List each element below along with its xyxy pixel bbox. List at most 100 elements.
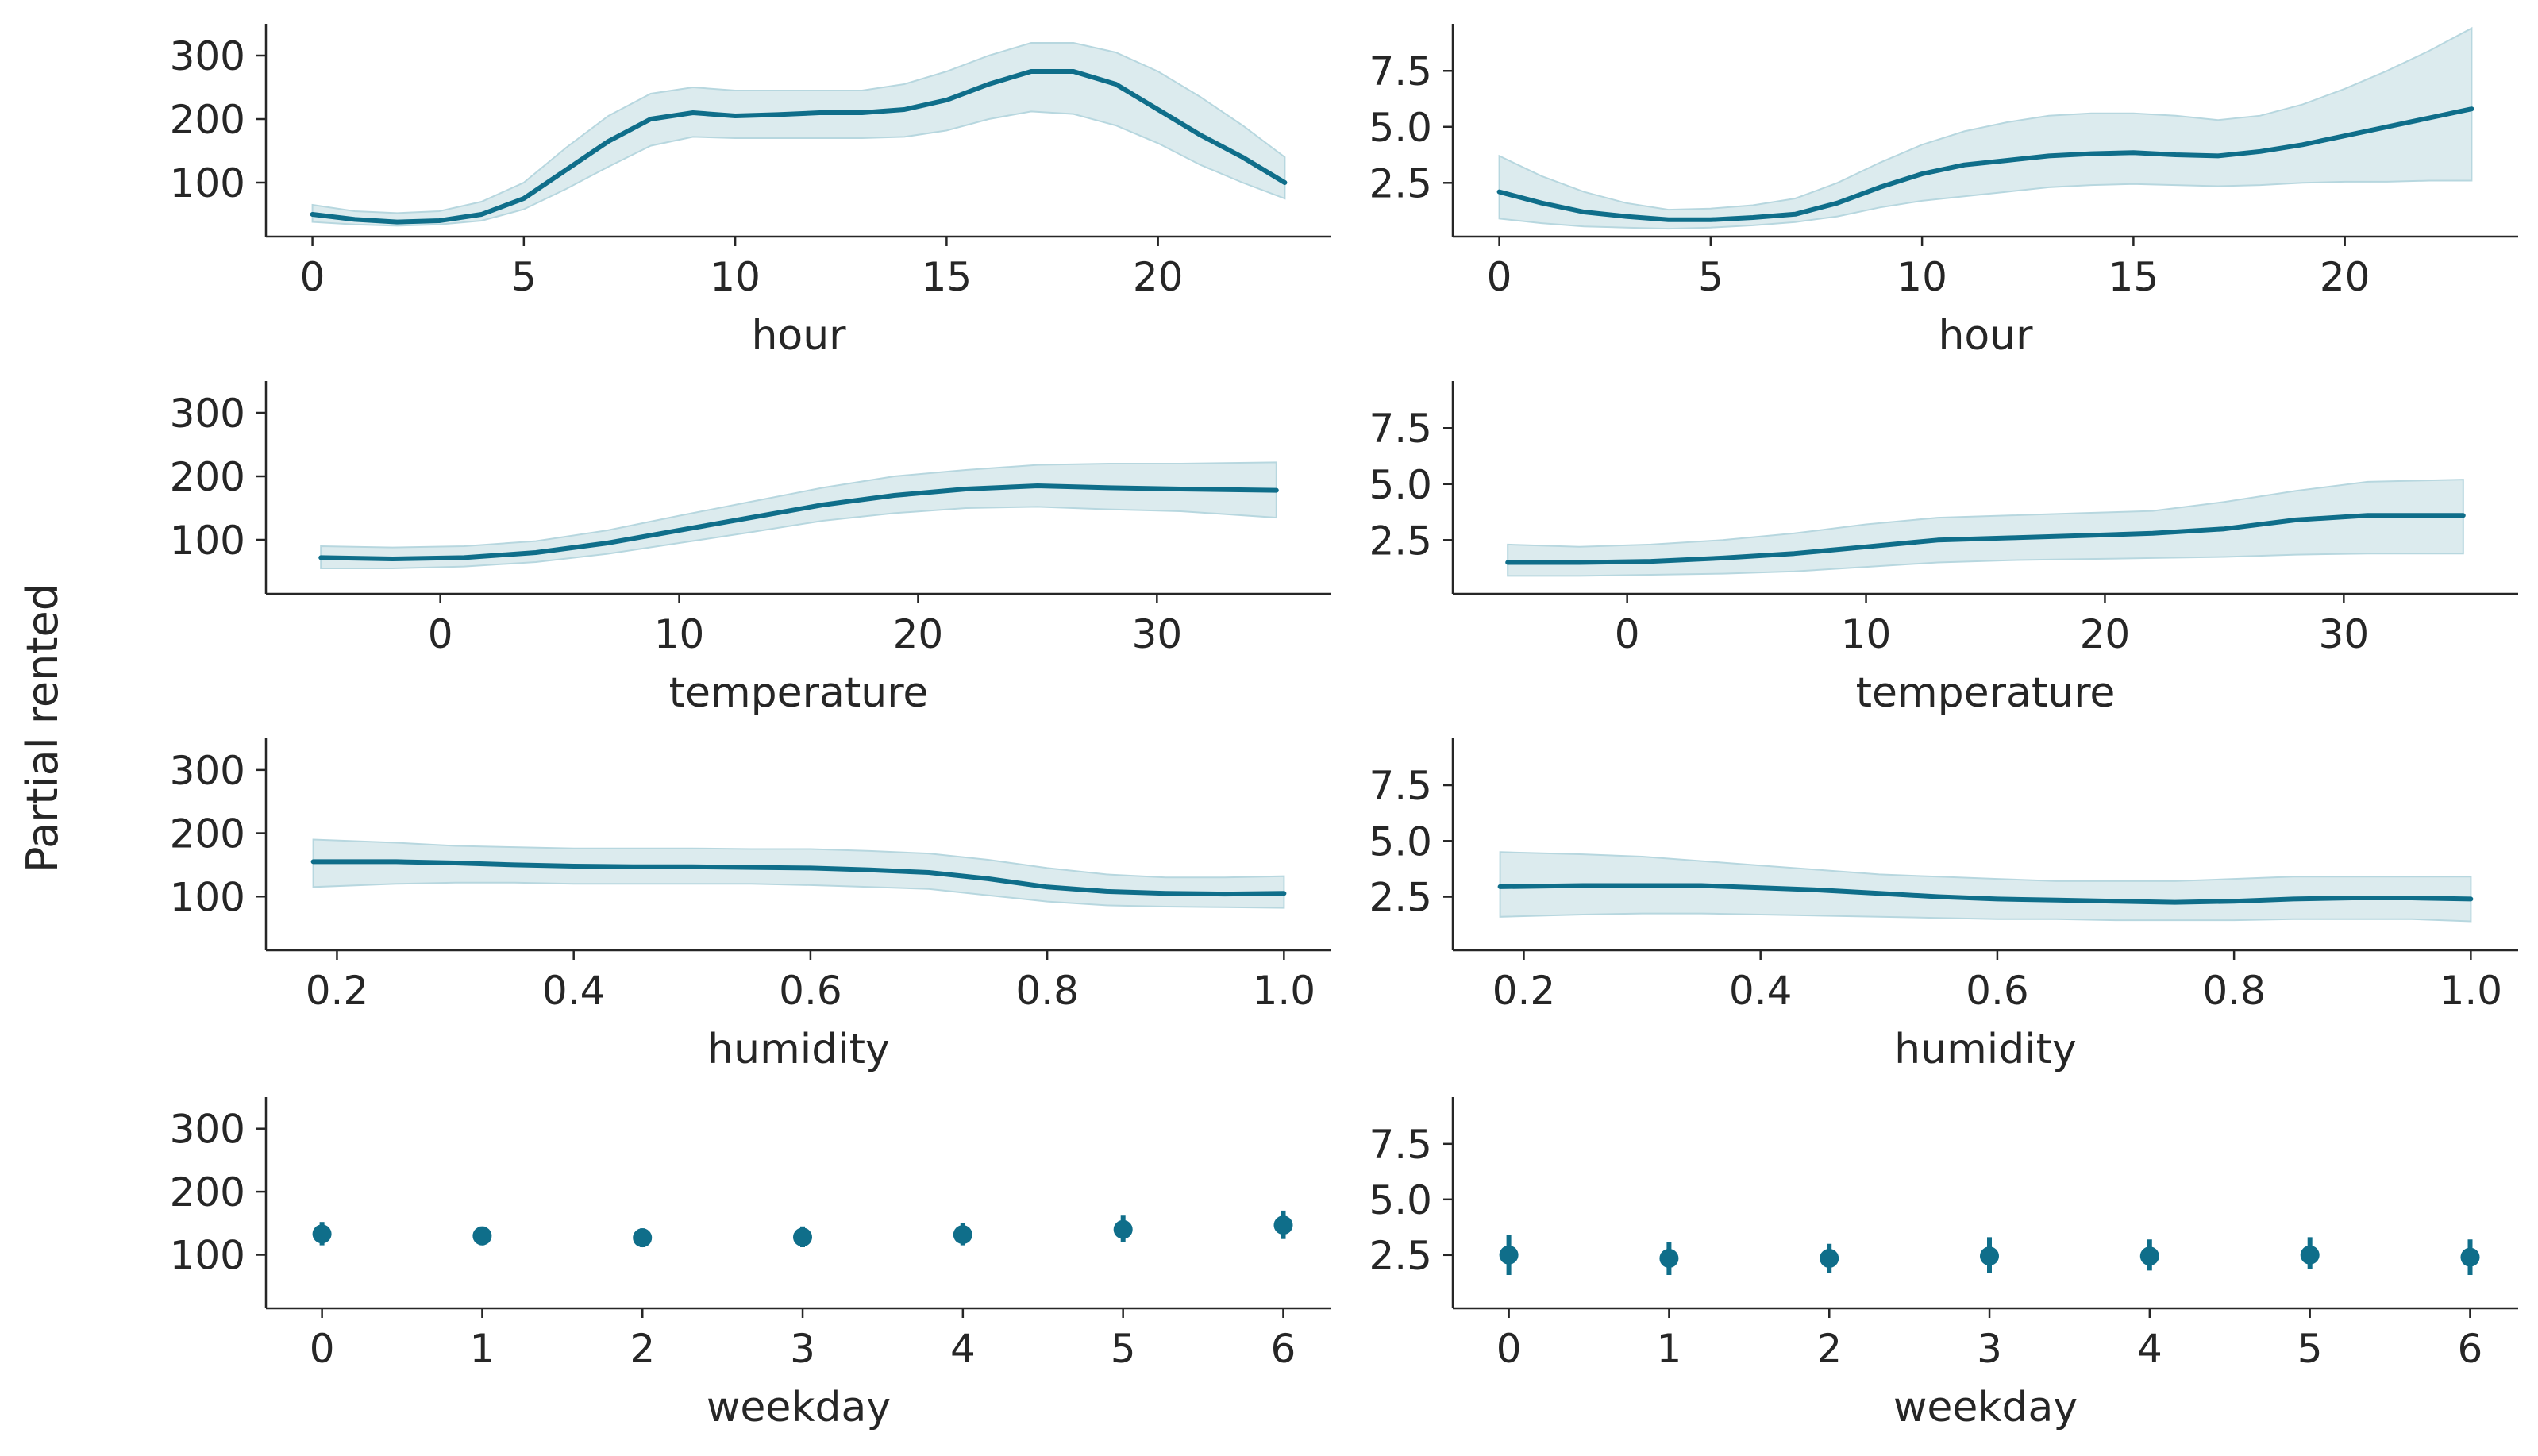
y-tick-label: 300 <box>170 33 245 79</box>
x-tick-label: 3 <box>1977 1326 2002 1372</box>
x-tick-label: 20 <box>2320 254 2370 300</box>
x-tick-label: 0.4 <box>1729 968 1793 1014</box>
x-tick-label: 5 <box>511 254 537 300</box>
x-tick-label: 6 <box>2458 1326 2483 1372</box>
data-point <box>1499 1245 1519 1265</box>
x-axis-label: weekday <box>707 1384 891 1431</box>
y-tick-label: 200 <box>170 1169 245 1215</box>
data-point <box>2139 1246 2159 1266</box>
x-axis-label: hour <box>751 312 846 360</box>
y-tick-label: 5.0 <box>1369 819 1432 865</box>
panel-hour-1: 0 5 10 15 20 100 200 300 hour <box>170 24 1331 360</box>
data-point <box>312 1224 332 1244</box>
y-tick-label: 5.0 <box>1369 105 1432 151</box>
mean-line <box>310 69 1288 225</box>
x-tick-label: 1 <box>470 1326 495 1372</box>
credible-band <box>312 838 1285 909</box>
credible-band <box>1499 851 2472 923</box>
credible-band <box>311 42 1286 227</box>
y-tick-label: 7.5 <box>1369 1122 1432 1168</box>
x-tick-label: 15 <box>922 254 972 300</box>
mean-line <box>1497 883 2474 905</box>
x-tick-label: 0.6 <box>779 968 842 1014</box>
figure-y-label: Partial rented <box>17 584 67 872</box>
x-tick-label: 1 <box>1657 1326 1682 1372</box>
y-tick-label: 100 <box>170 874 245 920</box>
y-tick-label: 300 <box>170 1107 245 1153</box>
x-tick-label: 2 <box>630 1326 655 1372</box>
y-tick-label: 7.5 <box>1369 406 1432 452</box>
data-point <box>1113 1219 1133 1239</box>
y-tick-label: 2.5 <box>1369 518 1432 564</box>
credible-band <box>1498 26 2473 230</box>
data-point <box>1659 1249 1679 1268</box>
data-point <box>633 1228 653 1248</box>
data-point <box>793 1227 812 1247</box>
data-point <box>2300 1245 2320 1265</box>
x-tick-label: 0 <box>1496 1326 1522 1372</box>
x-tick-label: 20 <box>2080 611 2131 657</box>
x-tick-label: 5 <box>1698 254 1723 300</box>
x-axis-label: weekday <box>1893 1384 2078 1431</box>
x-axis-label: humidity <box>1894 1026 2077 1073</box>
x-tick-label: 15 <box>2109 254 2159 300</box>
x-axis-label: temperature <box>669 669 929 717</box>
x-tick-label: 10 <box>1841 611 1892 657</box>
x-tick-label: 0.2 <box>1492 968 1556 1014</box>
x-tick-label: 0 <box>1487 254 1512 300</box>
x-tick-label: 0.2 <box>306 968 369 1014</box>
x-tick-label: 30 <box>1132 611 1183 657</box>
data-point <box>953 1225 972 1245</box>
x-tick-label: 6 <box>1271 1326 1296 1372</box>
x-tick-label: 0.4 <box>542 968 606 1014</box>
y-tick-label: 5.0 <box>1369 1177 1432 1223</box>
panel-humidity-1: 0.2 0.4 0.6 0.8 1.0 100 200 300 humidity <box>170 738 1331 1073</box>
x-axis-label: temperature <box>1856 669 2116 717</box>
mean-line <box>1496 106 2474 222</box>
x-tick-label: 0.8 <box>2202 968 2266 1014</box>
y-tick-label: 2.5 <box>1369 160 1432 206</box>
data-point <box>1820 1249 1839 1268</box>
y-tick-label: 100 <box>170 1233 245 1279</box>
x-tick-label: 30 <box>2319 611 2370 657</box>
y-tick-label: 7.5 <box>1369 763 1432 809</box>
mean-line <box>318 483 1279 561</box>
panel-temperature-1: 0 10 20 30 100 200 300 temperature <box>170 381 1331 717</box>
x-tick-label: 0 <box>310 1326 335 1372</box>
x-tick-label: 0 <box>1615 611 1640 657</box>
x-tick-label: 5 <box>2297 1326 2323 1372</box>
y-tick-label: 7.5 <box>1369 48 1432 94</box>
mean-line <box>310 859 1287 897</box>
x-tick-label: 10 <box>710 254 761 300</box>
x-tick-label: 5 <box>1111 1326 1136 1372</box>
x-tick-label: 1.0 <box>2440 968 2503 1014</box>
y-tick-label: 2.5 <box>1369 1233 1432 1279</box>
x-tick-label: 20 <box>893 611 944 657</box>
panel-temperature-2: 0 10 20 30 2.5 5.0 7.5 temperature <box>1369 381 2518 717</box>
x-tick-label: 0 <box>300 254 325 300</box>
x-tick-label: 3 <box>790 1326 815 1372</box>
x-tick-label: 20 <box>1133 254 1184 300</box>
y-tick-label: 100 <box>170 160 245 206</box>
panel-humidity-2: 0.2 0.4 0.6 0.8 1.0 2.5 5.0 7.5 humidity <box>1369 738 2518 1073</box>
data-point <box>472 1226 492 1246</box>
credible-band <box>320 461 1277 569</box>
y-tick-label: 300 <box>170 748 245 794</box>
y-tick-label: 300 <box>170 391 245 437</box>
panel-weekday-1: 0 1 2 3 4 5 6 100 200 300 weekday <box>170 1097 1331 1431</box>
panel-weekday-2: 0 1 2 3 4 5 6 2.5 5.0 7.5 weekday <box>1369 1097 2518 1431</box>
x-tick-label: 10 <box>1897 254 1947 300</box>
x-tick-label: 0.8 <box>1015 968 1079 1014</box>
x-axis-label: humidity <box>707 1026 890 1073</box>
x-tick-label: 4 <box>2137 1326 2162 1372</box>
y-tick-label: 100 <box>170 518 245 564</box>
data-point <box>1980 1246 1999 1266</box>
x-axis-label: hour <box>1938 312 2033 360</box>
panel-hour-2: 0 5 10 15 20 2.5 5.0 7.5 hour <box>1369 24 2518 360</box>
x-tick-label: 0 <box>428 611 453 657</box>
y-tick-label: 200 <box>170 811 245 857</box>
x-tick-label: 0.6 <box>1966 968 2029 1014</box>
x-tick-label: 4 <box>950 1326 976 1372</box>
